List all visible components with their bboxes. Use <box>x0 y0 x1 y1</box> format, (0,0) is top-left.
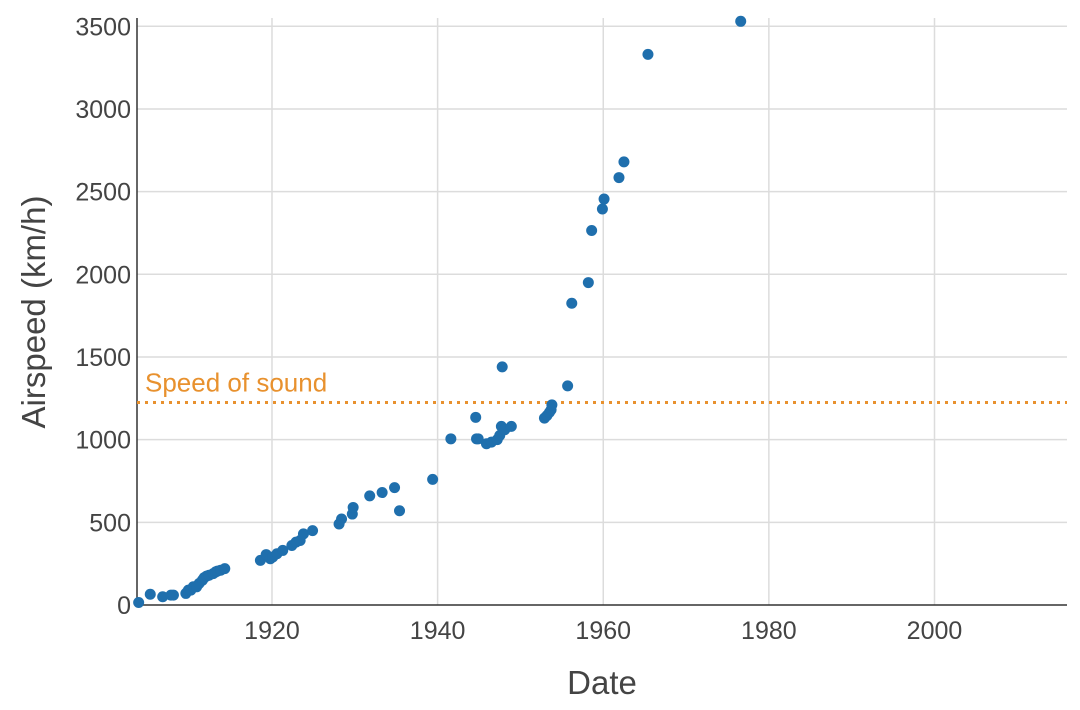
x-tick-label: 1920 <box>244 617 300 645</box>
x-tick-label: 1980 <box>741 617 797 645</box>
y-tick-label: 3000 <box>75 96 131 124</box>
y-tick-label: 0 <box>117 592 131 620</box>
data-point <box>336 513 348 525</box>
x-axis-label: Date <box>567 664 637 701</box>
data-point <box>427 473 439 485</box>
y-tick-label: 1000 <box>75 427 131 455</box>
data-point <box>472 433 484 445</box>
data-point <box>347 501 359 513</box>
axes <box>136 18 1067 606</box>
data-point <box>596 203 608 215</box>
data-point <box>219 563 231 575</box>
data-point <box>307 525 319 537</box>
y-tick-label: 1500 <box>75 344 131 372</box>
data-point <box>586 224 598 236</box>
data-point <box>505 420 517 432</box>
data-points <box>133 15 747 609</box>
data-point <box>389 482 401 494</box>
data-point <box>642 48 654 60</box>
x-tick-labels: 1920 1940 1960 1980 2000 <box>244 617 962 645</box>
y-axis-label: Airspeed (km/h) <box>15 196 52 429</box>
data-point <box>613 172 625 184</box>
grid <box>137 18 1067 605</box>
data-point <box>562 380 574 392</box>
data-point <box>546 399 558 411</box>
data-point <box>598 193 610 205</box>
y-tick-label: 500 <box>89 509 131 537</box>
data-point <box>277 544 289 556</box>
x-tick-label: 1960 <box>575 617 631 645</box>
data-point <box>297 528 309 540</box>
data-point <box>618 156 630 168</box>
y-tick-labels: 0 500 1000 1500 2000 2500 3000 3500 <box>75 13 131 620</box>
y-tick-label: 3500 <box>75 13 131 41</box>
data-point <box>167 589 179 601</box>
reference-line-group: Speed of sound <box>137 367 1067 404</box>
speed-of-sound-label: Speed of sound <box>145 367 327 397</box>
data-point <box>566 297 578 309</box>
x-tick-label: 2000 <box>907 617 963 645</box>
data-point <box>445 433 457 445</box>
data-point <box>133 597 145 609</box>
x-tick-label: 1940 <box>410 617 466 645</box>
y-tick-label: 2500 <box>75 179 131 207</box>
data-point <box>582 277 594 289</box>
data-point <box>364 490 376 502</box>
data-point <box>394 505 406 517</box>
data-point <box>470 411 482 423</box>
data-point <box>144 588 156 600</box>
data-point <box>735 15 747 27</box>
y-tick-label: 2000 <box>75 261 131 289</box>
data-point <box>157 591 169 603</box>
data-point <box>376 487 388 499</box>
data-point <box>496 361 508 373</box>
